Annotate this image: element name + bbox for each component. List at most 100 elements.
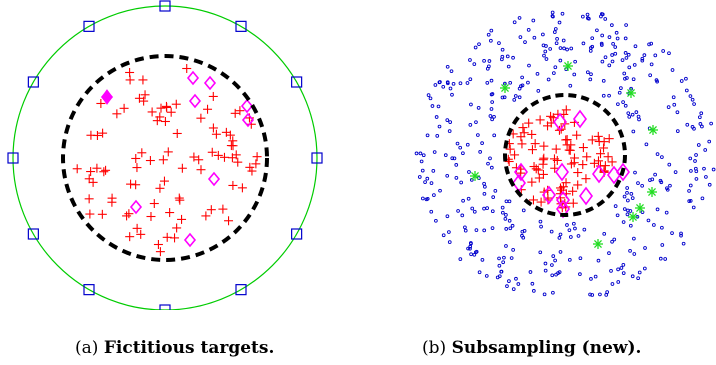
target-cross-marker bbox=[568, 198, 578, 208]
subsample-dot bbox=[520, 75, 524, 80]
subsample-dot bbox=[619, 86, 623, 90]
subsample-dot bbox=[667, 51, 671, 56]
subsample-dot bbox=[551, 290, 555, 295]
subsample-dot bbox=[474, 120, 478, 125]
target-cross-marker bbox=[149, 199, 159, 209]
target-cross-marker bbox=[228, 141, 238, 151]
subsample-dot bbox=[502, 255, 506, 260]
target-cross-marker bbox=[517, 139, 527, 149]
subsample-dot bbox=[445, 173, 450, 178]
target-cross-marker bbox=[172, 128, 182, 138]
target-cross-marker bbox=[538, 169, 548, 179]
target-cross-marker bbox=[125, 232, 135, 242]
subsample-dot bbox=[480, 141, 484, 146]
selected-subsample-star bbox=[500, 83, 510, 93]
subsample-dot bbox=[512, 98, 517, 102]
target-cross-marker bbox=[203, 104, 213, 114]
subsample-dot bbox=[640, 58, 645, 63]
subsample-dot bbox=[508, 226, 513, 231]
subsample-dot bbox=[482, 58, 486, 63]
target-cross-marker bbox=[206, 205, 216, 215]
subsample-dot bbox=[549, 229, 554, 234]
panel-fictitious-targets bbox=[0, 0, 330, 310]
target-cross-marker bbox=[558, 182, 568, 192]
subsample-dot bbox=[688, 156, 693, 161]
target-cross-marker bbox=[564, 145, 574, 155]
subsample-dot bbox=[588, 77, 593, 82]
subsample-dot bbox=[660, 155, 664, 159]
target-cross-marker bbox=[536, 197, 546, 207]
fictitious-target-square bbox=[235, 284, 247, 296]
subsample-dot bbox=[489, 92, 494, 97]
subsample-dot bbox=[497, 274, 502, 279]
subsample-dot bbox=[423, 180, 427, 184]
fictitious-target-square bbox=[291, 228, 303, 240]
subsample-dot bbox=[472, 62, 477, 66]
subsample-dot bbox=[485, 81, 490, 85]
subsample-dot bbox=[552, 71, 556, 75]
fictitious-targets-figure bbox=[7, 0, 323, 310]
subsample-dot bbox=[470, 206, 475, 211]
subsample-dot bbox=[421, 153, 426, 158]
subsample-dot bbox=[691, 205, 696, 210]
subsample-dot bbox=[595, 28, 599, 33]
caption-a-label: (a) bbox=[75, 338, 99, 358]
subsample-dot bbox=[565, 47, 569, 52]
target-cross-marker bbox=[194, 155, 204, 165]
subsample-dot bbox=[468, 77, 473, 82]
target-cross-marker bbox=[534, 173, 544, 183]
star-stroke bbox=[471, 172, 479, 180]
subsample-dot bbox=[477, 42, 481, 47]
target-cross-marker bbox=[170, 233, 180, 243]
subsample-dot bbox=[469, 241, 473, 245]
subsample-dot bbox=[590, 293, 595, 297]
subsample-dot bbox=[684, 76, 688, 81]
selected-diamond-marker bbox=[203, 75, 217, 91]
target-cross-marker bbox=[96, 98, 106, 108]
subsample-dot bbox=[580, 14, 585, 19]
target-cross-marker bbox=[155, 247, 165, 257]
subsample-dot bbox=[468, 246, 472, 251]
subsample-dot bbox=[585, 12, 590, 17]
fictitious-target-square bbox=[311, 152, 323, 164]
subsample-dot bbox=[543, 49, 548, 54]
target-cross-marker bbox=[593, 156, 603, 166]
target-cross-marker bbox=[228, 180, 238, 190]
subsample-dot bbox=[624, 23, 628, 27]
subsample-dot bbox=[554, 272, 558, 277]
target-cross-marker bbox=[208, 91, 218, 101]
subsample-dot bbox=[565, 223, 569, 227]
target-cross-marker bbox=[189, 152, 199, 162]
subsample-dot bbox=[508, 80, 513, 85]
target-cross-marker bbox=[578, 160, 588, 170]
subsample-dot bbox=[554, 41, 559, 46]
subsample-dot bbox=[609, 269, 613, 273]
subsample-dot bbox=[503, 216, 508, 221]
subsample-dot bbox=[660, 225, 664, 230]
subsample-dot bbox=[486, 161, 490, 166]
subsample-dot bbox=[449, 69, 454, 74]
subsample-dot bbox=[700, 196, 705, 201]
feasible-region-boundary bbox=[503, 93, 627, 217]
subsample-dot bbox=[704, 175, 708, 179]
subsample-dot bbox=[622, 207, 627, 211]
subsample-dot bbox=[707, 182, 712, 187]
target-cross-marker bbox=[182, 64, 192, 74]
subsample-dot bbox=[504, 227, 509, 231]
subsample-dot bbox=[626, 111, 631, 116]
subsample-dot bbox=[478, 150, 483, 154]
subsample-dot bbox=[509, 256, 514, 260]
target-cross-marker bbox=[530, 139, 540, 149]
caption-a: (a) Fictitious targets. bbox=[75, 338, 274, 358]
subsample-dot bbox=[573, 226, 577, 231]
star-stroke bbox=[594, 240, 602, 248]
target-cross-marker bbox=[175, 195, 185, 205]
target-cross-marker bbox=[177, 214, 187, 224]
selected-diamond-marker bbox=[240, 98, 254, 114]
subsample-dot bbox=[607, 93, 611, 98]
subsample-dot bbox=[465, 81, 470, 85]
subsample-dot bbox=[490, 100, 495, 104]
target-cross-marker bbox=[546, 111, 556, 121]
subsample-dot bbox=[633, 170, 637, 175]
target-cross-marker bbox=[510, 150, 520, 160]
